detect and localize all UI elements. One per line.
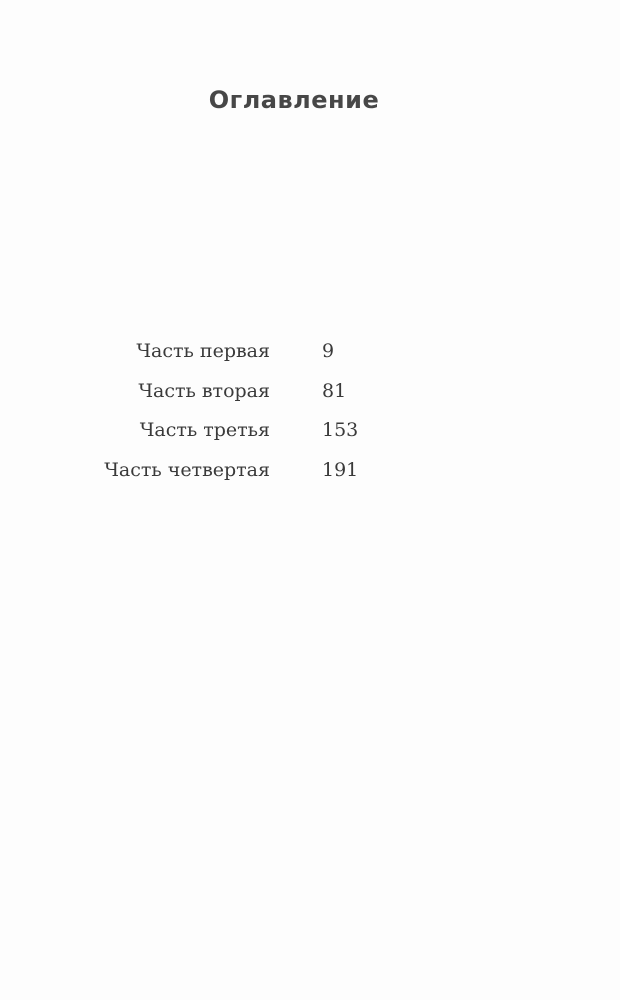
toc-entry-label: Часть первая bbox=[136, 340, 270, 362]
toc-entry: Часть четвертая 191 bbox=[0, 459, 620, 499]
toc-entry: Часть первая 9 bbox=[0, 340, 620, 380]
toc-entry-label: Часть четвертая bbox=[104, 458, 270, 481]
toc-entry-label: Часть вторая bbox=[138, 379, 270, 402]
toc-entry-page: 191 bbox=[322, 458, 359, 481]
toc-entry-page: 9 bbox=[322, 340, 335, 362]
toc-entry: Часть вторая 81 bbox=[0, 380, 620, 420]
toc-entry-label: Часть третья bbox=[139, 419, 270, 441]
table-of-contents: Часть первая 9 Часть вторая 81 Часть тре… bbox=[0, 340, 620, 498]
toc-entry: Часть третья 153 bbox=[0, 419, 620, 459]
toc-entry-page: 153 bbox=[322, 419, 359, 441]
toc-entry-page: 81 bbox=[322, 379, 347, 402]
page-title: Оглавление bbox=[208, 86, 380, 114]
